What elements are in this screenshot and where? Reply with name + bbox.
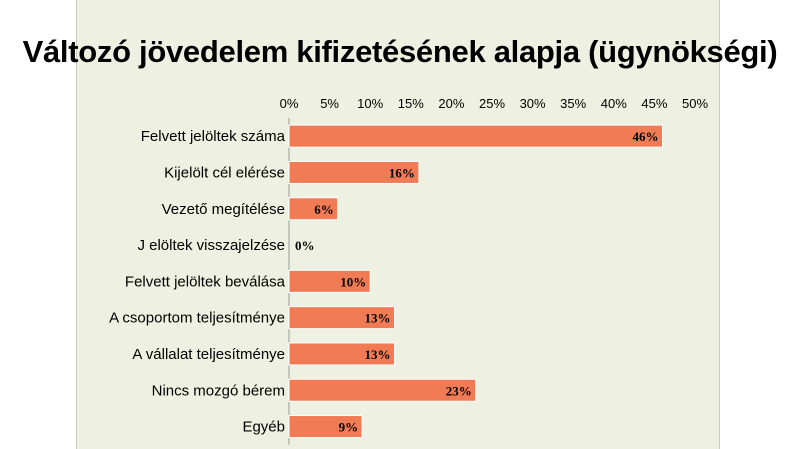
bar bbox=[288, 415, 363, 439]
x-tick-label: 5% bbox=[320, 96, 339, 111]
category-label: Nincs mozgó bérem bbox=[152, 382, 285, 399]
x-tick-label: 45% bbox=[641, 96, 667, 111]
data-label: 23% bbox=[446, 383, 472, 398]
data-label: 9% bbox=[339, 420, 359, 435]
category-label: Felvett jelöltek száma bbox=[141, 128, 286, 145]
category-label: Vezető megítélése bbox=[162, 201, 285, 218]
data-label: 10% bbox=[340, 274, 366, 289]
bar bbox=[288, 124, 664, 148]
x-tick-label: 50% bbox=[682, 96, 708, 111]
x-tick-label: 10% bbox=[357, 96, 383, 111]
category-label: Egyéb bbox=[242, 419, 285, 436]
bar bbox=[288, 378, 477, 402]
category-label: A vállalat teljesítménye bbox=[132, 346, 285, 363]
data-label: 13% bbox=[365, 311, 391, 326]
x-tick-label: 40% bbox=[601, 96, 627, 111]
x-tick-label: 0% bbox=[280, 96, 299, 111]
x-tick-label: 25% bbox=[479, 96, 505, 111]
bar bbox=[288, 306, 396, 330]
category-label: Kijelölt cél elérése bbox=[164, 164, 285, 181]
data-label: 16% bbox=[389, 165, 415, 180]
data-label: 0% bbox=[295, 238, 315, 253]
x-tick-label: 30% bbox=[520, 96, 546, 111]
x-tick-label: 35% bbox=[560, 96, 586, 111]
bar bbox=[288, 269, 371, 293]
x-tick-label: 20% bbox=[438, 96, 464, 111]
chart-background bbox=[76, 0, 720, 449]
data-label: 6% bbox=[314, 202, 334, 217]
chart-title: Változó jövedelem kifizetésének alapja (… bbox=[22, 34, 778, 69]
category-label: Felvett jelöltek beválása bbox=[125, 273, 286, 290]
bar bbox=[288, 342, 396, 366]
x-tick-label: 15% bbox=[398, 96, 424, 111]
bar bbox=[288, 160, 420, 184]
data-label: 46% bbox=[633, 129, 659, 144]
bar bbox=[288, 197, 339, 221]
data-label: 13% bbox=[365, 347, 391, 362]
category-label: A csoportom teljesítménye bbox=[109, 310, 285, 327]
category-label: J elöltek visszajelzése bbox=[137, 237, 285, 254]
